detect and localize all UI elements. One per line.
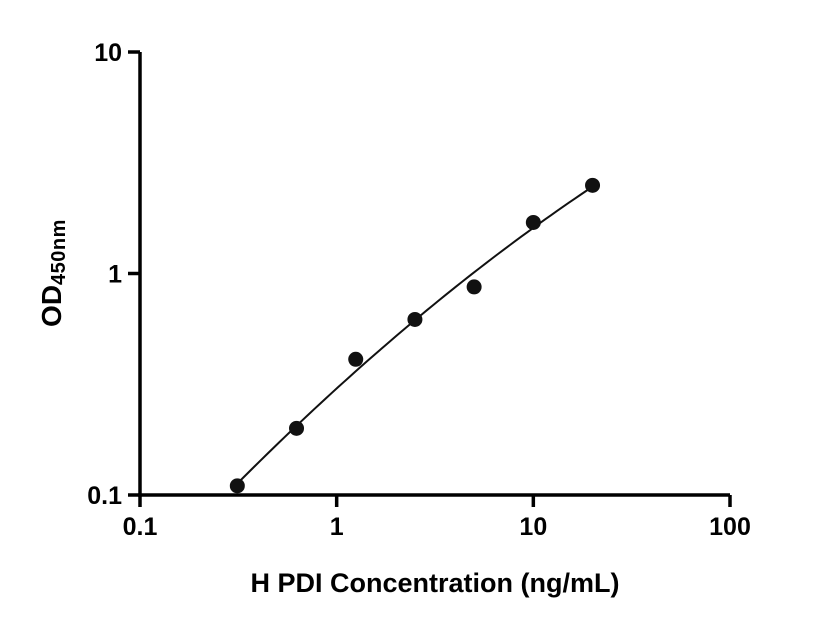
data-point-marker — [348, 351, 364, 367]
x-axis-tick-label: 0.1 — [123, 513, 158, 541]
y-axis-tick-label: 0.1 — [87, 482, 122, 510]
y-axis-title-base: OD — [36, 284, 67, 327]
data-point-marker — [466, 279, 482, 295]
y-axis-title-subscript: 450nm — [48, 219, 70, 285]
x-axis-title: H PDI Concentration (ng/mL) — [250, 568, 620, 598]
x-axis-tick-label: 1 — [330, 513, 344, 541]
data-point-marker — [585, 177, 601, 193]
x-axis-tick-label: 10 — [519, 513, 547, 541]
data-point-marker — [289, 420, 305, 436]
x-axis-tick-label: 100 — [709, 513, 751, 541]
data-point-marker — [525, 214, 541, 230]
data-point-marker — [407, 311, 423, 327]
data-point-marker — [229, 478, 245, 494]
y-axis-title: OD450nm — [36, 123, 78, 423]
fit-curve — [236, 185, 594, 485]
y-axis-tick-label: 10 — [94, 39, 122, 67]
y-axis-tick-label: 1 — [108, 261, 122, 289]
